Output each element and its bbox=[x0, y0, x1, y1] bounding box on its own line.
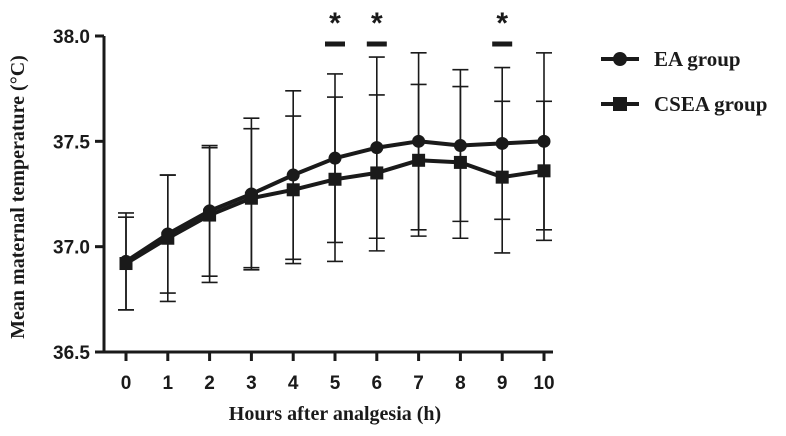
legend-label-ea: EA group bbox=[654, 47, 741, 71]
x-tick-label: 1 bbox=[163, 373, 174, 394]
x-tick-label: 4 bbox=[288, 373, 299, 394]
legend-item-ea: EA group bbox=[601, 47, 741, 71]
x-tick-label: 9 bbox=[497, 373, 508, 394]
x-tick-label: 10 bbox=[533, 373, 554, 394]
x-tick-label: 3 bbox=[246, 373, 257, 394]
significance-star: * bbox=[371, 7, 383, 40]
data-point-square bbox=[537, 164, 551, 178]
legend-item-csea: CSEA group bbox=[601, 92, 767, 116]
annotation-layer: * * * bbox=[325, 7, 513, 47]
y-tick-label: 37.5 bbox=[53, 132, 90, 153]
legend-label-csea: CSEA group bbox=[654, 92, 767, 116]
data-point-square bbox=[370, 166, 384, 180]
series-csea bbox=[118, 83, 552, 311]
axes: 36.5 37.0 37.5 38.0 0 1 2 3 4 5 6 7 8 9 10 bbox=[53, 27, 555, 394]
y-tick-label: 36.5 bbox=[53, 343, 90, 364]
data-point-square bbox=[328, 172, 342, 186]
data-point-square bbox=[286, 183, 300, 197]
data-point-square bbox=[244, 191, 258, 205]
legend-marker-circle bbox=[613, 52, 627, 66]
legend: EA group CSEA group bbox=[601, 47, 767, 116]
x-tick-label: 7 bbox=[413, 373, 424, 394]
series-layer bbox=[118, 52, 552, 311]
data-point-square bbox=[203, 208, 217, 222]
x-tick-label: 2 bbox=[204, 373, 215, 394]
x-tick-label: 0 bbox=[121, 373, 132, 394]
data-point-square bbox=[119, 257, 133, 271]
legend-marker-square bbox=[613, 97, 627, 111]
significance-star: * bbox=[329, 7, 341, 40]
x-tick-label: 8 bbox=[455, 373, 466, 394]
x-axis-title: Hours after analgesia (h) bbox=[229, 403, 441, 425]
data-point-square bbox=[495, 170, 509, 184]
data-point-square bbox=[412, 153, 426, 167]
data-point-square bbox=[161, 231, 175, 245]
significance-star: * bbox=[496, 7, 508, 40]
x-tick-label: 6 bbox=[372, 373, 383, 394]
y-tick-label: 38.0 bbox=[53, 27, 90, 48]
y-tick-label: 37.0 bbox=[53, 238, 90, 259]
data-point-square bbox=[453, 155, 467, 169]
x-tick-label: 5 bbox=[330, 373, 341, 394]
y-axis-title: Mean maternal temperature (°C) bbox=[7, 55, 29, 339]
